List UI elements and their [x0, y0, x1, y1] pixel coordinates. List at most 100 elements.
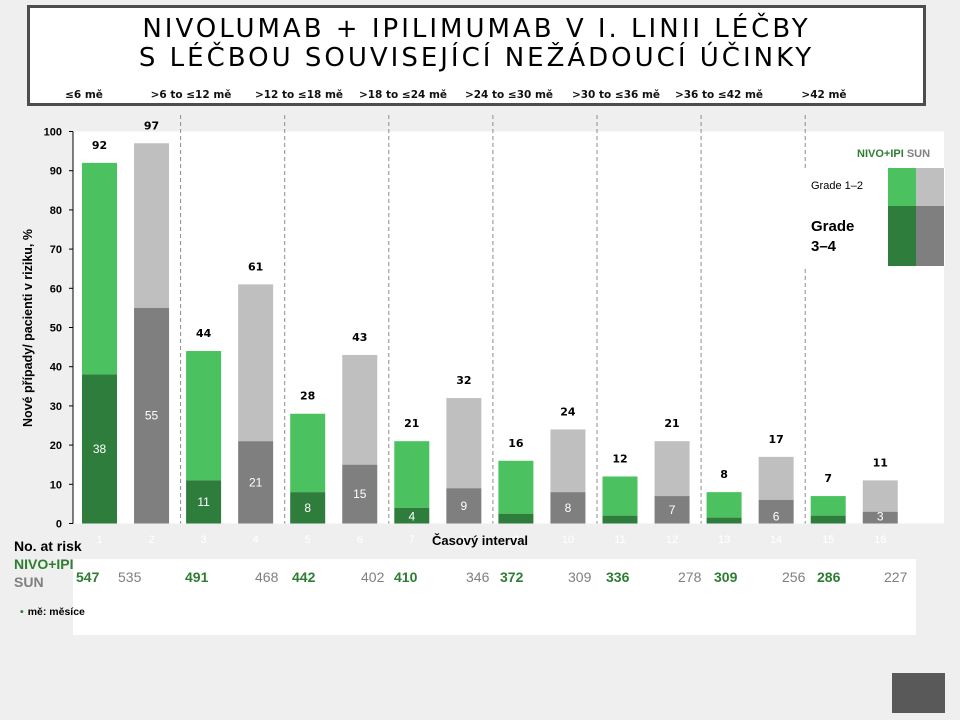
y-tick-label: 0 [56, 519, 62, 531]
x-tick-label: 6 [357, 534, 363, 546]
bar-total-label: 32 [456, 374, 471, 387]
bar-grade34 [498, 513, 534, 524]
bar-grade34 [706, 517, 742, 524]
bar-total-label: 8 [720, 468, 728, 481]
x-tick-label: 12 [666, 534, 678, 546]
legend-grade34-label: Grade 3–4 [811, 218, 855, 255]
bar-grade34-label: 8 [304, 501, 311, 515]
bar-grade12 [186, 351, 222, 481]
legend-header: NIVO+IPI SUN [857, 148, 930, 160]
bar-grade12 [550, 429, 586, 493]
bar-grade34-label: 15 [353, 487, 367, 501]
interval-label: >6 to ≤12 mě [150, 89, 232, 101]
bar-total-label: 97 [144, 119, 159, 132]
x-tick-label: 8 [461, 534, 467, 546]
at-risk-sun-value: 309 [568, 569, 592, 585]
bar-grade12 [706, 492, 742, 518]
title-line-1: NIVOLUMAB + IPILIMUMAB V I. LINII LÉČBY [142, 14, 811, 44]
legend-swatch-sun-grade34 [916, 206, 944, 266]
at-risk-sun-label: SUN [14, 574, 44, 590]
bar-grade34 [238, 441, 274, 524]
bar-total-label: 28 [300, 390, 315, 403]
x-tick-label: 14 [770, 534, 782, 546]
interval-label: >12 to ≤18 mě [254, 89, 344, 101]
y-tick-label: 60 [50, 283, 62, 295]
at-risk-sun-value: 278 [678, 569, 702, 585]
bar-grade34-label: 4 [408, 510, 415, 524]
at-risk-title: No. at risk [14, 538, 82, 554]
bar-grade34-label: 6 [773, 510, 780, 524]
bar-grade34 [602, 515, 638, 524]
at-risk-sun-value: 346 [466, 569, 490, 585]
bar-grade12 [82, 162, 117, 375]
bar-total-label: 12 [612, 452, 627, 465]
y-tick-label: 50 [50, 323, 62, 335]
bar-total-label: 61 [248, 260, 263, 273]
bar-grade34 [290, 492, 326, 524]
legend-grade12-label: Grade 1–2 [811, 180, 863, 192]
bar-grade12 [602, 476, 638, 516]
bar-grade12 [654, 441, 690, 497]
title-box: NIVOLUMAB + IPILIMUMAB V I. LINII LÉČBY … [27, 5, 926, 106]
y-tick-label: 80 [50, 205, 62, 217]
y-tick-label: 20 [50, 440, 62, 452]
bar-grade12 [862, 480, 898, 512]
legend-body: Grade 1–2 Grade 3–4 [797, 168, 945, 266]
bar-grade12 [810, 496, 846, 516]
bar-total-label: 43 [352, 331, 367, 344]
legend-sun-label: SUN [906, 148, 931, 160]
bar-grade34-label: 21 [249, 475, 263, 489]
x-tick-label: 3 [201, 534, 207, 546]
interval-label: >18 to ≤24 mě [358, 89, 448, 101]
bar-grade34 [446, 488, 482, 524]
legend-swatch-nivo-grade34 [888, 206, 916, 266]
bar-grade34-label: 8 [565, 501, 572, 515]
at-risk-nivo-value: 547 [76, 569, 100, 585]
footnote-text: mě: měsíce [27, 606, 85, 618]
legend-nivo-label: NIVO+IPI [857, 148, 904, 160]
at-risk-nivo-value: 336 [606, 569, 630, 585]
bar-total-label: 11 [873, 456, 888, 469]
bar-grade12 [134, 143, 170, 308]
at-risk-panel [73, 559, 916, 635]
at-risk-nivo-value: 442 [292, 569, 316, 585]
bar-grade12 [446, 398, 482, 489]
bar-grade34-label: 11 [197, 495, 210, 509]
x-tick-label: 15 [822, 534, 834, 546]
bar-grade12 [342, 354, 378, 465]
at-risk-nivo-value: 372 [500, 569, 524, 585]
bar-grade12 [758, 456, 794, 500]
bar-grade34 [862, 511, 898, 524]
legend: NIVO+IPI SUN Grade 1–2 Grade 3–4 [797, 142, 945, 266]
interval-label: >30 to ≤36 mě [571, 89, 661, 101]
bar-grade34 [342, 464, 378, 524]
bar-total-label: 21 [404, 417, 419, 430]
bar-total-label: 21 [664, 417, 679, 430]
bar-grade34-label: 9 [461, 499, 468, 513]
y-tick-label: 40 [50, 362, 62, 374]
bar-grade12 [394, 441, 430, 508]
legend-swatch-nivo-grade12 [888, 168, 916, 206]
bar-grade34-label: 7 [669, 503, 676, 517]
at-risk-sun-value: 468 [255, 569, 279, 585]
y-tick-label: 100 [44, 127, 62, 139]
at-risk-sun-value: 256 [782, 569, 806, 585]
bar-grade34 [394, 507, 430, 524]
bar-grade34 [758, 499, 794, 524]
corner-decoration [892, 673, 945, 713]
bar-grade34 [186, 480, 222, 524]
bar-grade34 [654, 496, 690, 524]
bar-grade34 [134, 307, 170, 524]
bar-grade34-label: 3 [877, 510, 884, 524]
at-risk-nivo-value: 309 [714, 569, 738, 585]
bar-grade34 [550, 492, 586, 524]
interval-label: ≤6 mě [65, 89, 103, 101]
legend-swatch-sun-grade12 [916, 168, 944, 206]
x-tick-label: 11 [614, 534, 625, 546]
at-risk-sun-value: 535 [118, 569, 142, 585]
y-tick-label: 10 [50, 479, 62, 491]
bar-total-label: 44 [196, 327, 212, 340]
bar-grade12 [498, 460, 534, 514]
x-axis-label: Časový interval [431, 533, 529, 548]
